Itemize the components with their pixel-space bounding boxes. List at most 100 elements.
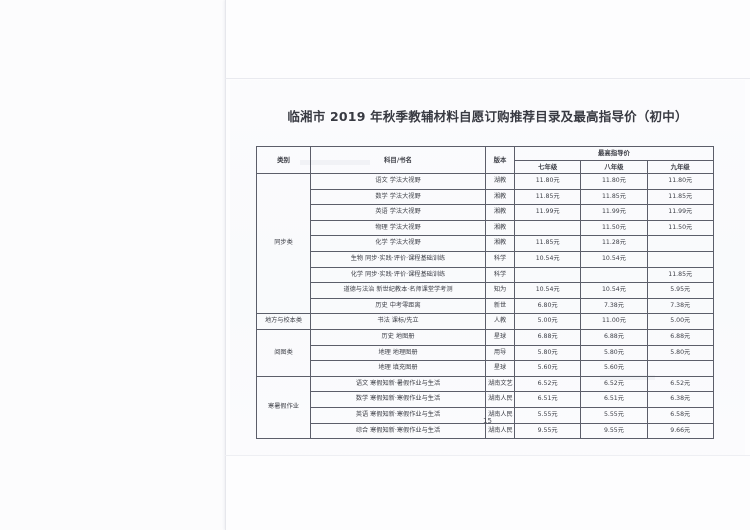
price-grade-9-cell: 5.00元 [646, 313, 714, 330]
price-grade-7-cell: 6.88元 [513, 328, 582, 346]
price-grade-8-cell: 11.50元 [580, 219, 648, 237]
subject-book-cell: 综合 寒假知新·寒假作业与生活 [310, 422, 486, 440]
table-row: 数学 寒假知新·寒假作业与生活 湖南人民 6.51元 6.51元 6.38元 [257, 391, 714, 408]
table-row: 阅图类 历史 地图册 星球 6.88元 6.88元 6.88元 [256, 328, 714, 377]
price-grade-8-cell: 7.38元 [580, 297, 648, 315]
textbook-price-table: 类别 科目/书名 版本 最高指导价 七年级 八年级 九年级 同步类 语文 学法大视… [256, 146, 714, 440]
subject-book-cell: 数学 寒假知新·寒假作业与生活 [310, 391, 486, 408]
version-cell: 星球 [485, 328, 515, 346]
header-max-guide-price: 最高指导价 [514, 146, 714, 161]
price-grade-8-cell: 11.99元 [580, 204, 648, 221]
price-grade-8-cell: 10.54元 [580, 250, 648, 268]
table-header-row-primary: 类别 科目/书名 版本 最高指导价 [256, 146, 714, 174]
subject-book-cell: 语文 学法大视野 [310, 173, 486, 190]
version-cell: 湖南人民 [485, 422, 515, 440]
table-row: 英语 学法大视野 湘教 11.99元 11.99元 11.99元 [257, 204, 714, 221]
subject-book-cell: 地理 地理图册 [310, 344, 486, 362]
table-row: 综合 寒假知新·寒假作业与生活 湖南人民 9.55元 9.55元 9.66元 [257, 422, 714, 440]
price-grade-9-cell: 5.95元 [646, 282, 714, 299]
price-grade-8-cell: 6.51元 [580, 391, 648, 408]
price-grade-9-cell [646, 250, 714, 268]
subject-book-cell: 道德与法治 新世纪教本·名师课堂学考测 [310, 282, 486, 299]
price-grade-8-cell: 5.60元 [580, 360, 648, 377]
subject-book-cell: 数学 学法大视野 [310, 188, 486, 206]
header-grade-7: 七年级 [513, 160, 582, 174]
subject-book-cell: 化学 学法大视野 [310, 235, 486, 252]
price-grade-9-cell: 6.52元 [646, 375, 714, 393]
price-grade-7-cell: 11.85元 [513, 188, 582, 206]
price-grade-7-cell: 11.80元 [513, 173, 582, 190]
price-grade-9-cell: 11.85元 [646, 188, 714, 206]
version-cell: 科学 [485, 250, 515, 268]
textbook-price-table-container: 类别 科目/书名 版本 最高指导价 七年级 八年级 九年级 同步类 语文 学法大视… [256, 146, 714, 440]
price-grade-7-cell: 5.80元 [513, 344, 582, 362]
category-cell: 同步类 [256, 172, 311, 315]
price-grade-7-cell: 6.80元 [513, 297, 582, 315]
subject-book-cell: 化学 同步·实践·评价·课程基础训练 [310, 266, 486, 284]
subject-book-cell: 生物 同步·实践·评价·课程基础训练 [310, 250, 486, 268]
price-grade-8-cell: 6.88元 [580, 328, 648, 346]
price-grade-9-cell: 6.38元 [646, 391, 714, 408]
version-cell: 湘教 [485, 204, 515, 221]
price-grade-8-cell: 9.55元 [580, 422, 648, 440]
price-grade-7-cell: 11.85元 [513, 235, 582, 252]
table-row: 数学 学法大视野 湘教 11.85元 11.85元 11.85元 [257, 188, 714, 206]
price-grade-9-cell: 11.80元 [646, 173, 714, 190]
subject-book-cell: 地理 填充图册 [310, 360, 486, 377]
subject-book-cell: 英语 学法大视野 [310, 204, 486, 221]
price-grade-8-cell: 11.00元 [580, 313, 648, 330]
price-grade-8-cell: 6.52元 [580, 375, 648, 393]
table-body: 同步类 语文 学法大视野 湖教 11.80元 11.80元 11.80元 数学 学法大视野湘… [256, 172, 714, 440]
table-header-row-grades: 七年级 八年级 九年级 [257, 160, 714, 174]
price-grade-7-cell: 5.60元 [513, 360, 582, 377]
price-grade-7-cell [513, 219, 582, 237]
version-cell: 湖教 [485, 173, 515, 190]
price-grade-7-cell: 10.54元 [513, 250, 582, 268]
price-grade-9-cell: 6.88元 [646, 328, 714, 346]
price-grade-8-cell: 11.28元 [580, 235, 648, 252]
price-grade-9-cell [646, 235, 714, 252]
price-grade-8-cell [580, 266, 648, 284]
price-grade-9-cell: 7.38元 [646, 297, 714, 315]
table-row: 寒暑假作业 语文 寒假知新·暑假作业与生活 湖南文艺 6.52元 6.52元 6.52元 [256, 375, 714, 440]
version-cell: 湖南人民 [485, 391, 515, 408]
table-row: 地理 地理图册 用导 5.80元 5.80元 5.80元 [257, 344, 714, 362]
version-cell: 用导 [485, 344, 515, 362]
version-cell: 知为 [485, 282, 515, 299]
subject-book-cell: 书法 课标/先立 [310, 313, 486, 330]
price-grade-9-cell: 11.85元 [646, 266, 714, 284]
subject-book-cell: 物理 学法大视野 [310, 219, 486, 237]
price-grade-8-cell: 5.80元 [580, 344, 648, 362]
price-grade-9-cell: 11.99元 [646, 204, 714, 221]
price-grade-7-cell: 11.99元 [513, 204, 582, 221]
version-cell: 星球 [485, 360, 515, 377]
version-cell: 湖南文艺 [485, 375, 515, 393]
price-grade-7-cell [513, 266, 582, 284]
document-title: 临湘市 2019 年秋季教辅材料自愿订购推荐目录及最高指导价（初中） [287, 109, 688, 124]
price-grade-8-cell: 11.85元 [580, 188, 648, 206]
price-grade-9-cell: 9.66元 [646, 422, 714, 440]
version-cell: 湘教 [485, 235, 515, 252]
price-grade-7-cell: 6.51元 [513, 391, 582, 408]
page-bottom-edge [225, 455, 750, 456]
subject-book-cell: 历史 地图册 [310, 328, 486, 346]
table-row: 地理 填充图册 星球 5.60元 5.60元 [257, 360, 714, 377]
price-grade-9-cell [646, 360, 714, 377]
table-row: 历史 中考零距离 新世 6.80元 7.38元 7.38元 [257, 297, 714, 315]
price-grade-7-cell: 5.00元 [513, 313, 582, 330]
header-subject-book: 科目/书名 [310, 146, 486, 174]
table-row: 道德与法治 新世纪教本·名师课堂学考测 知为 10.54元 10.54元 5.95元 [257, 282, 714, 299]
version-cell: 新世 [485, 297, 515, 315]
price-grade-8-cell: 10.54元 [580, 282, 648, 299]
price-grade-9-cell: 5.80元 [646, 344, 714, 362]
version-cell: 科学 [485, 266, 515, 284]
table-row: 生物 同步·实践·评价·课程基础训练 科学 10.54元 10.54元 [257, 250, 714, 268]
version-cell: 湘教 [485, 219, 515, 237]
price-grade-7-cell: 6.52元 [513, 375, 582, 393]
page-top-edge [225, 78, 750, 79]
page-number: 15 [483, 417, 492, 425]
table-row: 同步类 语文 学法大视野 湖教 11.80元 11.80元 11.80元 [256, 172, 714, 315]
category-cell: 阅图类 [256, 328, 311, 377]
table-row: 化学 学法大视野 湘教 11.85元 11.28元 [257, 235, 714, 252]
